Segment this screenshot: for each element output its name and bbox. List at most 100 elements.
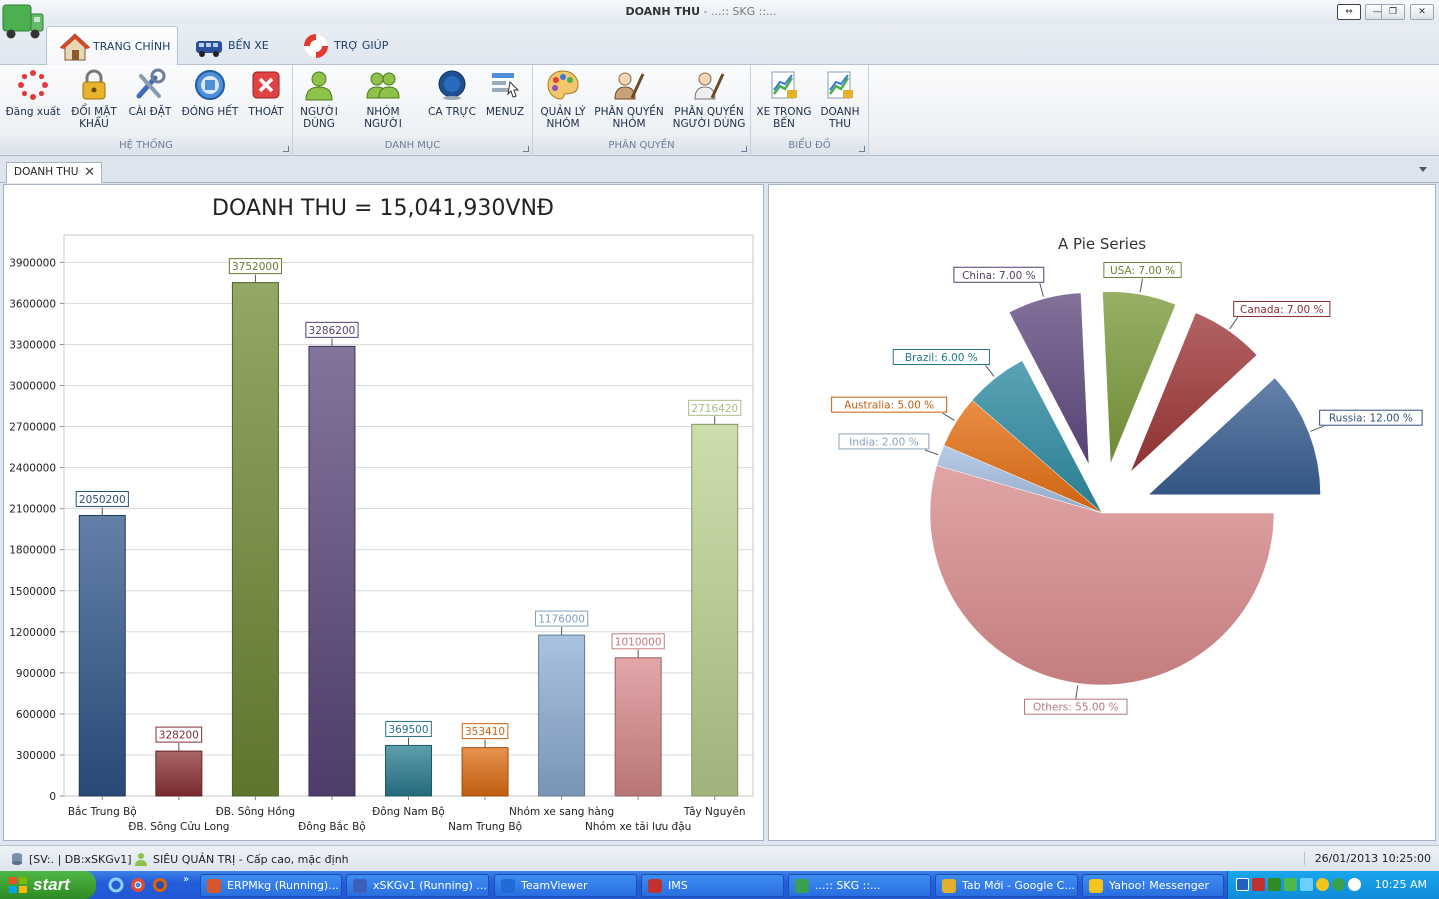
- tray-network-icon[interactable]: [1284, 878, 1297, 891]
- user-icon: [305, 71, 333, 101]
- bar: [231, 282, 279, 797]
- pie-label-leader: [1139, 278, 1144, 293]
- x-tick-label: Nhóm xe tải lưu đậu: [585, 821, 691, 833]
- app-truck-icon[interactable]: [1, 2, 45, 42]
- tray-teamviewer-icon[interactable]: [1348, 878, 1361, 891]
- bar: [155, 750, 203, 797]
- taskbar-task[interactable]: IMS: [641, 874, 784, 897]
- task-label: TeamViewer: [521, 879, 588, 892]
- task-app-icon: [501, 879, 515, 893]
- doc-tab-doanh-thu[interactable]: DOANH THU ✕: [6, 162, 102, 183]
- group-permissions-button[interactable]: PHÂN QUYỀN NHÓM: [593, 68, 665, 130]
- dialog-launcher-icon[interactable]: [523, 146, 529, 152]
- shifts-button[interactable]: CA TRỰC: [425, 68, 479, 118]
- taskbar-task[interactable]: xSKGv1 (Running) ...: [346, 874, 489, 897]
- value-label-box: [155, 726, 203, 743]
- start-label: start: [33, 875, 70, 894]
- vehicles-chart-button[interactable]: XE TRONG BẾN: [755, 68, 813, 130]
- close-all-button[interactable]: ĐÓNG HẾT: [180, 68, 240, 118]
- dialog-launcher-icon[interactable]: [741, 146, 747, 152]
- help-button[interactable]: ⇔: [1337, 4, 1361, 20]
- user-groups-button[interactable]: NHÓM NGƯỜI: [347, 68, 419, 130]
- house-icon: [59, 32, 91, 60]
- tray-back-icon[interactable]: [1236, 878, 1249, 891]
- user-permissions-button[interactable]: PHÂN QUYỀN NGƯỜI DÙNG: [671, 68, 747, 130]
- value-label: 3286200: [309, 325, 356, 337]
- firefox-icon[interactable]: [152, 877, 168, 893]
- close-tab-icon[interactable]: ✕: [84, 165, 95, 180]
- taskbar-task[interactable]: ERPMkg (Running)...: [200, 874, 342, 897]
- menuz-button[interactable]: MENUZ: [483, 68, 527, 118]
- window-title: DOANH THU - ...:: SKG ::...: [625, 5, 777, 18]
- users-button[interactable]: NGƯỜI DÙNG: [297, 68, 341, 130]
- internet-explorer-icon[interactable]: [108, 877, 124, 893]
- restore-button[interactable]: ❐: [1381, 4, 1405, 20]
- pie-label-leader: [985, 365, 995, 377]
- tray-shield-icon[interactable]: [1332, 878, 1345, 891]
- exit-button[interactable]: THOÁT: [242, 68, 290, 118]
- button-label: NHÓM: [612, 118, 646, 130]
- tray-ims-icon[interactable]: [1252, 878, 1265, 891]
- bar: [78, 514, 126, 797]
- dialog-launcher-icon[interactable]: [859, 146, 865, 152]
- task-app-icon: [942, 879, 956, 893]
- padlock-icon: [82, 69, 106, 100]
- tab-tro-giup[interactable]: TRỢ GIÚP: [300, 26, 390, 65]
- quick-launch-more-icon[interactable]: »: [183, 874, 190, 885]
- value-label: 2716420: [691, 403, 738, 415]
- x-tick-label: Đông Nam Bộ: [372, 806, 445, 818]
- x-tick-label: Tây Nguyên: [683, 806, 746, 818]
- settings-button[interactable]: CÀI ĐẶT: [124, 68, 176, 118]
- taskbar-task[interactable]: TeamViewer: [494, 874, 637, 897]
- manage-groups-button[interactable]: QUẢN LÝ NHÓM: [537, 68, 589, 130]
- y-tick-label: 3300000: [9, 339, 56, 351]
- pie-label-box: [831, 396, 948, 413]
- pie-label: Brazil: 6.00 %: [905, 352, 978, 364]
- y-tick-label: 3000000: [9, 381, 56, 393]
- bar: [308, 345, 356, 797]
- tab-ben-xe[interactable]: BẾN XE: [194, 26, 284, 65]
- value-label-box: [305, 321, 359, 338]
- y-tick-label: 2700000: [9, 422, 56, 434]
- button-label: NGƯỜI: [300, 106, 338, 118]
- x-tick-label: Bắc Trung Bộ: [68, 805, 137, 818]
- change-password-button[interactable]: ĐỔI MẬT KHẨU: [66, 68, 122, 130]
- pie-label: USA: 7.00 %: [1110, 265, 1175, 277]
- button-label: PHÂN QUYỀN: [674, 106, 744, 118]
- task-app-icon: [353, 879, 367, 893]
- button-label: CÀI ĐẶT: [128, 106, 172, 118]
- taskbar-task[interactable]: Tab Mới - Google C...: [935, 874, 1078, 897]
- taskbar-task[interactable]: Yahoo! Messenger: [1082, 874, 1224, 897]
- ribbon: Đăng xuất ĐỔI MẬT KHẨU CÀI ĐẶT: [0, 65, 1439, 156]
- pie-chart-panel: A Pie Series Russia: 12.00 % Canada: 7.00 …: [768, 184, 1436, 841]
- tray-app-icon[interactable]: [1268, 878, 1281, 891]
- y-tick-label: 1500000: [9, 586, 56, 598]
- pie-label: India: 2.00 %: [849, 436, 918, 448]
- y-tick-label: 2400000: [9, 463, 56, 475]
- close-all-icon: [195, 70, 225, 100]
- bar: [614, 657, 662, 797]
- tab-label: TRỢ GIÚP: [334, 39, 389, 52]
- tray-sync-icon[interactable]: [1300, 878, 1313, 891]
- datetime-status: 26/01/2013 10:25:00: [1303, 852, 1431, 865]
- value-label-box: [385, 720, 432, 737]
- x-tick-label: Đông Bắc Bộ: [298, 820, 366, 833]
- button-label: CA TRỰC: [428, 106, 476, 118]
- tab-dropdown-icon[interactable]: [1419, 167, 1427, 172]
- y-tick-label: 2100000: [9, 504, 56, 516]
- close-button[interactable]: ✕: [1410, 4, 1434, 20]
- group-he-thong: Đăng xuất ĐỔI MẬT KHẨU CÀI ĐẶT: [0, 65, 293, 156]
- value-label: 353410: [465, 726, 505, 738]
- logout-button[interactable]: Đăng xuất: [3, 68, 63, 118]
- start-button[interactable]: start: [0, 871, 96, 899]
- tab-trang-chinh[interactable]: TRANG CHÍNH: [46, 26, 178, 66]
- pie-label-leader: [1310, 425, 1324, 432]
- title-bar: DOANH THU - ...:: SKG ::... ⇔ — ❐ ✕: [0, 0, 1439, 24]
- shift-icon: [438, 70, 466, 100]
- taskbar-task[interactable]: ...:: SKG ::...: [788, 874, 931, 897]
- tray-yahoo-icon[interactable]: [1316, 878, 1329, 891]
- windows-flag-icon: [9, 877, 27, 893]
- dialog-launcher-icon[interactable]: [283, 146, 289, 152]
- chrome-icon[interactable]: [130, 877, 146, 893]
- revenue-chart-button[interactable]: DOANH THU: [817, 68, 863, 130]
